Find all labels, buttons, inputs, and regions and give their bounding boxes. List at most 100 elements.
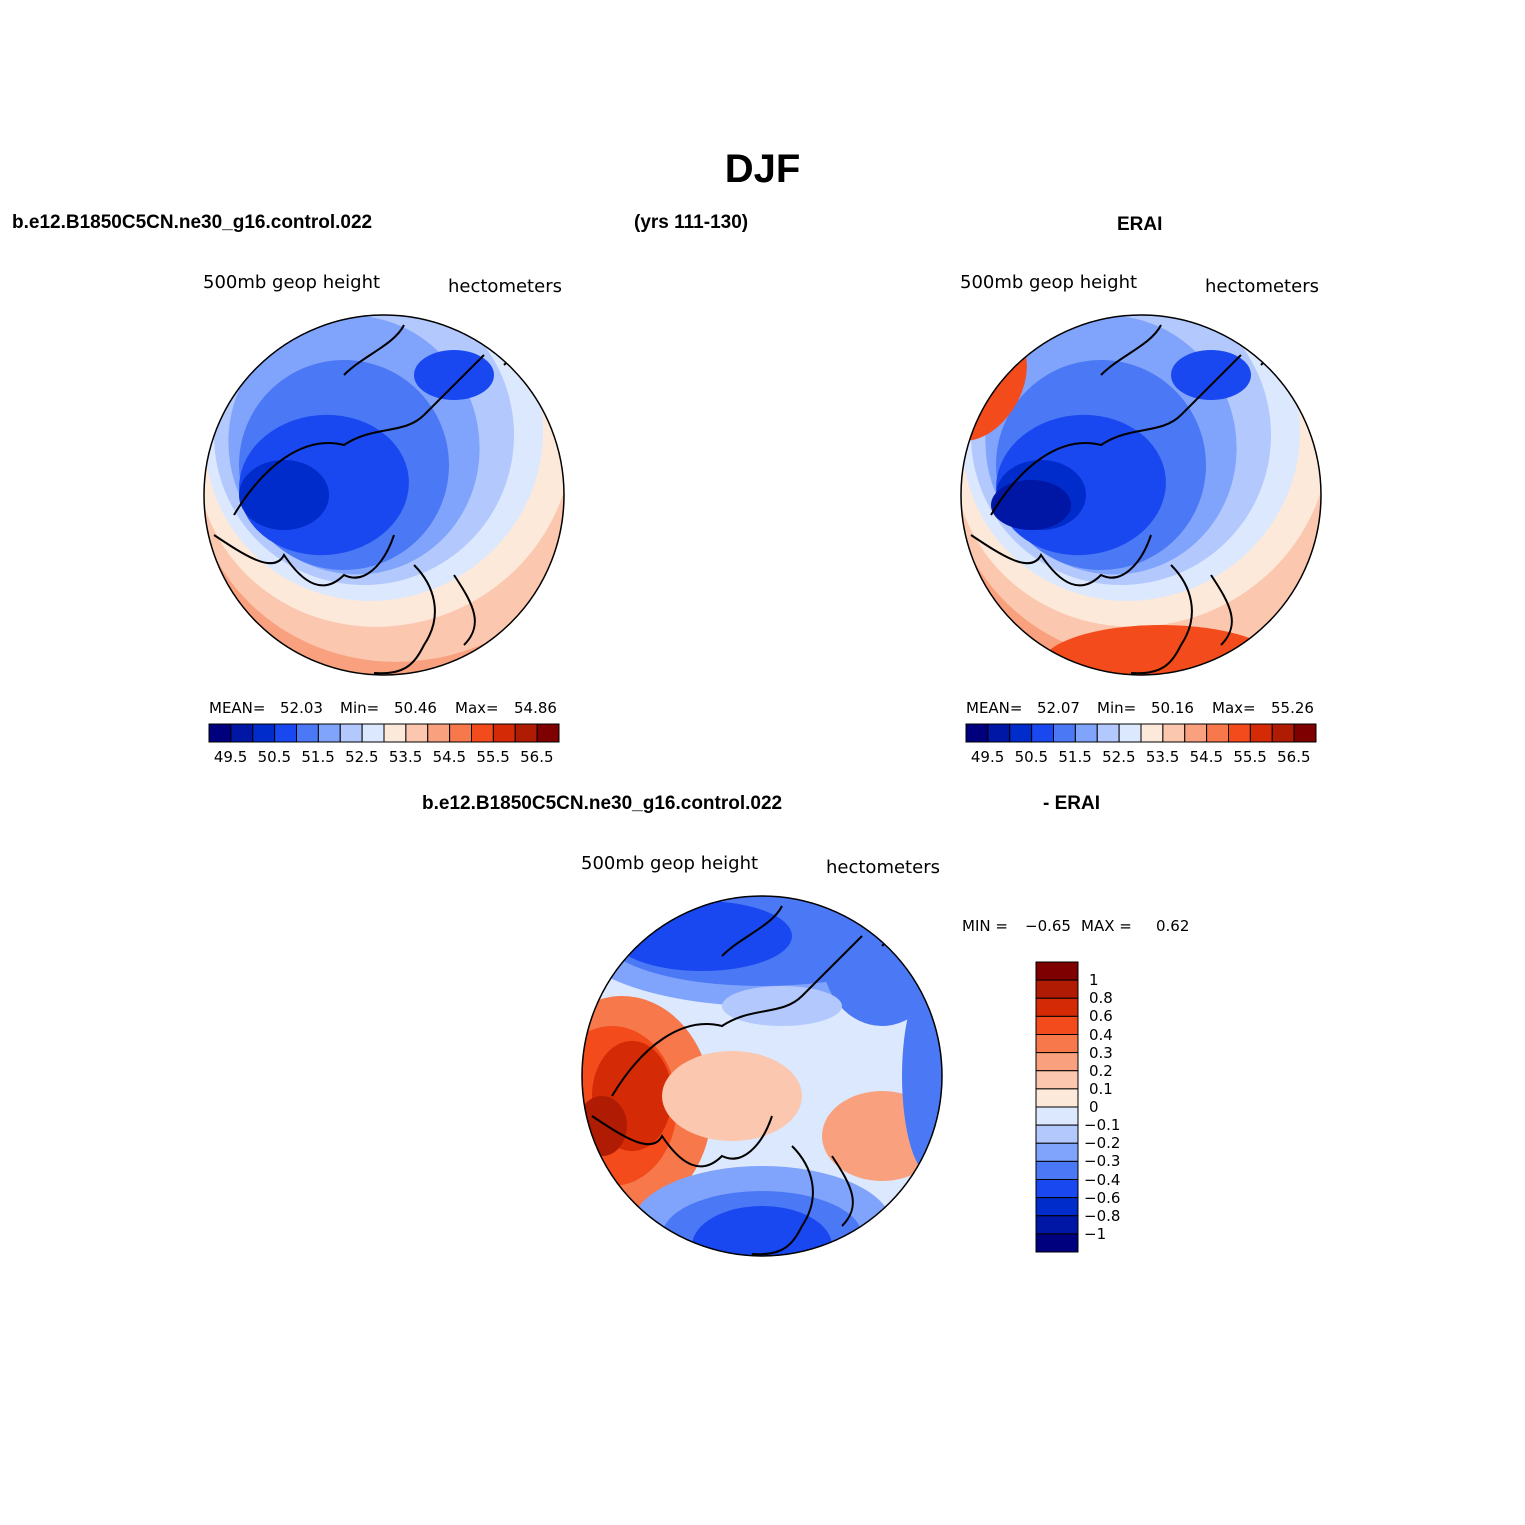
diff-units-label: hectometers [826,857,940,878]
colorbar-tick-label: 0.1 [1089,1079,1113,1098]
colorbar-swatch [492,723,516,743]
diff-contour-band [822,896,942,1026]
model-contour-field [204,315,564,675]
colorbar-swatch [1162,723,1186,743]
obs-max-value: 55.26 [1271,699,1314,717]
diff-coastlines [591,905,923,1256]
colorbar-swatch [1206,723,1229,743]
colorbar-swatch [383,723,407,743]
colorbar-swatch [405,723,429,743]
colorbar-tick-label: 53.5 [1145,748,1180,766]
colorbar-swatch [274,723,297,743]
colorbar-tick-label: 56.5 [1277,748,1311,766]
colorbar-tick-label: −1 [1084,1224,1107,1243]
colorbar-swatch [339,723,363,743]
colorbar-swatch [1035,997,1079,1017]
colorbar-tick-label: 1 [1089,971,1099,990]
model-units-label: hectometers [448,276,562,297]
model-max-value: 54.86 [514,699,557,717]
colorbar-swatch [1035,1015,1079,1035]
diff-coastline [611,935,863,1097]
obs-min-value: 50.16 [1151,699,1194,717]
model-mean-value: 52.03 [280,699,323,717]
obs-coastline [1260,340,1302,366]
colorbar-tick-label: 50.5 [1014,748,1049,766]
model-colorbar [208,723,560,743]
model-coastline [453,574,476,646]
colorbar-swatch [1035,1088,1079,1108]
obs-field-label: 500mb geop height [960,272,1138,293]
colorbar-swatch [1035,1070,1079,1090]
model-min-value: 50.46 [394,699,437,717]
colorbar-swatch [1140,723,1164,743]
colorbar-swatch [1096,723,1120,743]
colorbar-tick-label: 0.2 [1089,1061,1113,1080]
model-case-name: b.e12.B1850C5CN.ne30_g16.control.022 [12,212,373,233]
diff-field-label: 500mb geop height [581,853,759,874]
obs-contour-band [1171,350,1251,400]
diff-coastline [591,1115,773,1168]
colorbar-swatch [252,723,276,743]
diff-map-border [581,895,943,1257]
diff-colorbar [1035,961,1079,1253]
colorbar-tick-label: 0.8 [1089,989,1113,1008]
model-coastlines [213,324,545,675]
diff-contour-band [662,1051,802,1141]
obs-units-label: hectometers [1205,276,1319,297]
model-field-background [204,315,564,675]
obs-contour-band [991,480,1071,530]
model-contour-band [204,315,564,675]
colorbar-swatch [1035,979,1079,999]
diff-max-label: MAX = [1081,917,1132,935]
obs-field-background [961,315,1321,675]
colorbar-swatch [1035,1034,1079,1054]
diff-contour-band [582,896,942,1256]
colorbar-swatch [1228,723,1251,743]
colorbar-swatch [1271,723,1295,743]
obs-coastlines [970,324,1302,675]
diff-title-right: - ERAI [1043,793,1100,814]
colorbar-swatch [1249,723,1273,743]
colorbar-tick-label: 49.5 [213,748,248,766]
diff-min-value: −0.65 [1025,917,1071,935]
diff-min-label: MIN = [962,917,1008,935]
obs-name: ERAI [1117,214,1163,235]
colorbar-swatch [427,723,451,743]
model-coastline [343,324,405,376]
diff-coastline [751,1145,814,1256]
model-contour-band [414,350,494,400]
colorbar-swatch [449,723,472,743]
colorbar-tick-label: −0.6 [1084,1188,1121,1207]
colorbar-tick-label: 0.4 [1089,1025,1113,1044]
colorbar-swatch [1035,1179,1079,1199]
diff-field-background [582,896,942,1256]
colorbar-tick-label: 55.5 [1233,748,1267,766]
model-coastline [503,340,545,366]
diff-contour-band [722,986,842,1026]
diff-contour-band [822,1091,942,1181]
diff-coastline [721,905,783,957]
colorbar-swatch [1035,1142,1079,1162]
colorbar-tick-label: 50.5 [257,748,292,766]
obs-contour-band [985,315,1237,575]
diff-coastline [881,921,923,947]
diff-contour-band [662,1191,862,1256]
obs-map-border [960,314,1322,676]
model-contour-band [228,315,480,575]
colorbar-swatch [987,723,1011,743]
colorbar-swatch [1035,1233,1079,1253]
colorbar-tick-label: 0.3 [1089,1043,1113,1062]
colorbar-tick-label: 52.5 [345,748,379,766]
colorbar-swatch [514,723,538,743]
colorbar-tick-label: 51.5 [1058,748,1092,766]
colorbar-swatch [1035,1160,1079,1180]
diff-contour-band [902,976,942,1176]
obs-contour-band [1041,625,1281,675]
colorbar-swatch [1074,723,1098,743]
colorbar-swatch [1293,723,1317,743]
colorbar-tick-label: −0.8 [1084,1206,1121,1225]
figure-title: DJF [724,147,801,191]
obs-contour-band [961,329,1027,441]
colorbar-tick-label: −0.2 [1084,1134,1121,1153]
colorbar-tick-label: 51.5 [301,748,335,766]
